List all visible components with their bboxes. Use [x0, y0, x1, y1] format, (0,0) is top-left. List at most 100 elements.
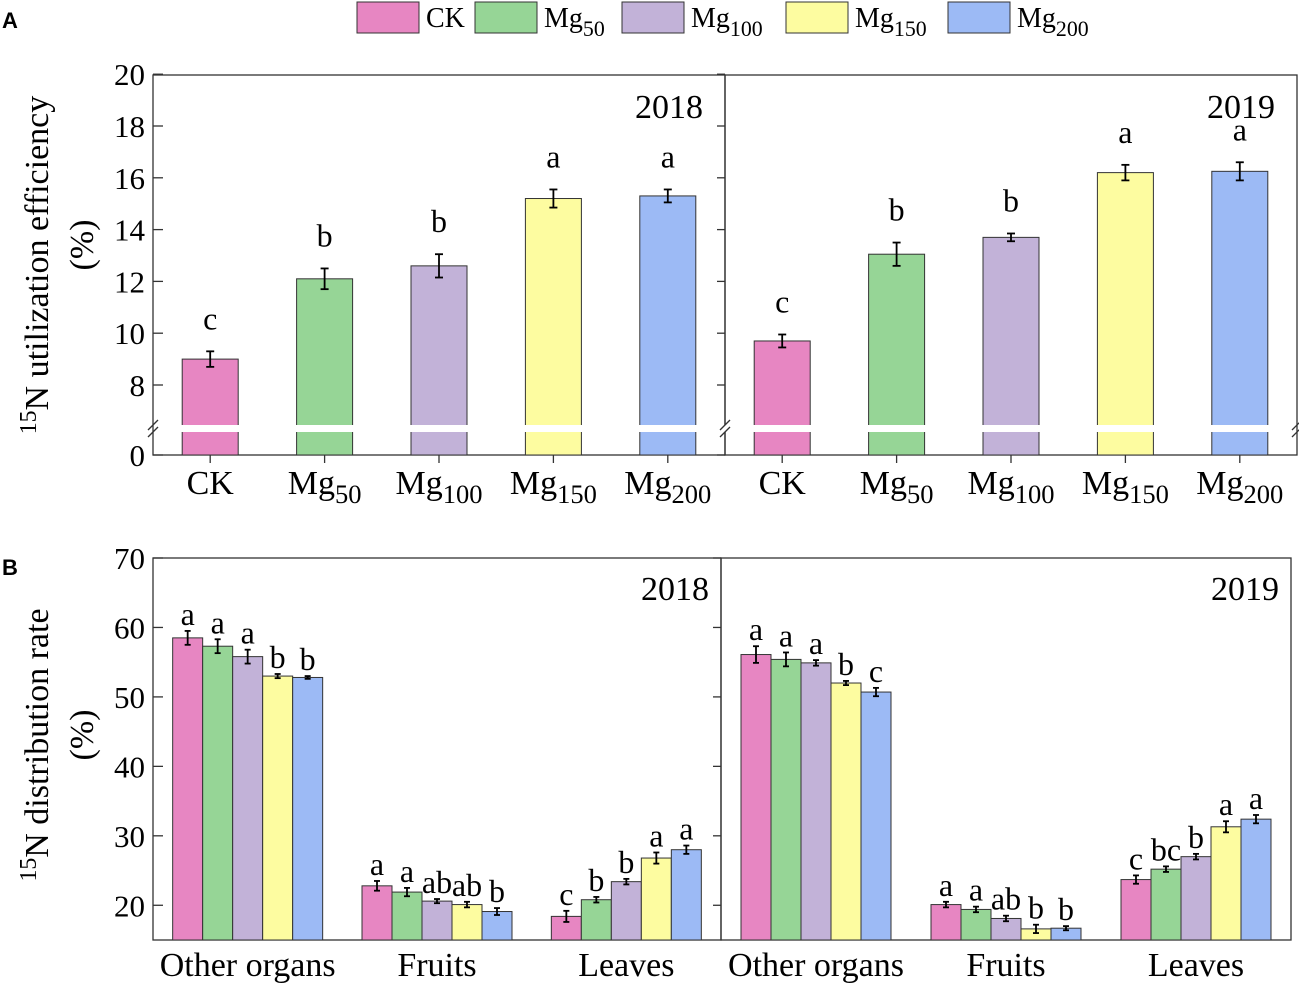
a-bar-2019-2 [868, 253, 926, 456]
panel-label-a: A [2, 8, 18, 33]
legend-swatch-3 [621, 1, 685, 34]
b-sig-letter-2019-g2-s4: b [1028, 890, 1044, 926]
b-sig-letter-2018-g2-s1: a [370, 846, 384, 882]
b-bar-2019-g2-s2 [960, 908, 992, 941]
b-sig-letter-2019-g1-s1: a [749, 611, 763, 647]
b-sig-letter-2019-g3-s4: a [1219, 786, 1233, 822]
a-x-label-2019-2: Mg50 [860, 465, 934, 509]
b-y-tick-label-50: 50 [114, 680, 145, 715]
a-bar-2019-4 [1096, 172, 1154, 456]
a-y-tick-label-14: 14 [114, 213, 146, 248]
b-bar-2019-g3-s1 [1120, 879, 1152, 941]
b-x-label-2019-2: Fruits [966, 947, 1045, 983]
a-bar-2019-1 [753, 340, 811, 456]
b-sig-letter-2018-g1-s2: a [211, 604, 225, 640]
b-y-tick-label-40: 40 [114, 749, 145, 784]
b-y-tick-label-30: 30 [114, 819, 145, 854]
b-sig-letter-2019-g2-s2: a [969, 872, 983, 908]
b-x-label-2019-3: Leaves [1148, 947, 1244, 983]
a-year-label-2018: 2018 [635, 89, 703, 126]
a-sig-letter-2019-1: c [775, 283, 789, 319]
b-bar-2018-g1-s3 [232, 656, 264, 941]
b-sig-letter-2018-g3-s4: a [649, 817, 663, 853]
a-x-label-2018-3: Mg100 [395, 465, 482, 509]
b-sig-letter-2018-g1-s3: a [241, 615, 255, 651]
b-sig-letter-2018-g1-s5: b [300, 641, 316, 677]
a-x-label-2018-2: Mg50 [288, 465, 362, 509]
b-sig-letter-2018-g2-s5: b [489, 873, 505, 909]
a-y-axis-label-unit: (%) [64, 220, 101, 271]
b-sig-letter-2019-g3-s2: bc [1151, 831, 1181, 867]
a-y-tick-label-16: 16 [114, 161, 145, 196]
panel-label-b: B [2, 555, 18, 580]
a-bar-2019-3 [982, 236, 1040, 456]
legend-label-5: Mg200 [1017, 3, 1089, 41]
b-bar-2019-g3-s3 [1180, 856, 1212, 941]
legend-label-4: Mg150 [855, 3, 927, 41]
b-sig-letter-2018-g1-s4: b [270, 639, 286, 675]
b-sig-letter-2019-g2-s3: ab [991, 881, 1021, 917]
a-y-tick-label-18: 18 [114, 109, 145, 144]
b-sig-letter-2018-g2-s2: a [400, 853, 414, 889]
b-bar-2019-g1-s2 [770, 658, 802, 941]
a-sig-letter-2018-3: b [431, 203, 447, 239]
b-sig-letter-2019-g1-s2: a [779, 617, 793, 653]
b-year-label-2019: 2019 [1211, 571, 1279, 608]
b-bar-2019-g3-s2 [1150, 868, 1182, 941]
b-sig-letter-2018-g3-s5: a [679, 811, 693, 847]
a-sig-letter-2018-1: c [203, 300, 217, 336]
a-y-axis-label: 15N utilization efficiency [16, 96, 56, 435]
b-bar-2018-g2-s3 [421, 900, 453, 941]
b-bar-2019-g1-s4 [830, 682, 862, 941]
b-bar-2018-g2-s5 [481, 911, 513, 941]
a-y-tick-label-8: 8 [130, 368, 146, 403]
b-y-tick-label-60: 60 [114, 610, 145, 645]
a-y-tick-label-10: 10 [114, 316, 145, 351]
a-break-mark-top-1 [147, 419, 159, 431]
a-break-mark-bot-2 [719, 426, 731, 438]
chart-a-utilization-efficiency: 0 8 10 12 14 16 18 20 15N utilization efficiency… [16, 57, 1299, 509]
b-sig-letter-2018-g3-s1: c [559, 876, 573, 912]
b-x-label-2018-3: Leaves [578, 947, 674, 983]
b-year-label-2018: 2018 [641, 571, 709, 608]
b-sig-letter-2019-g2-s5: b [1058, 891, 1074, 927]
a-bar-2019-5 [1211, 170, 1269, 456]
a-sig-letter-2018-2: b [317, 217, 333, 253]
b-bar-2019-g3-s4 [1210, 826, 1242, 941]
a-axis-break-band [154, 425, 1296, 432]
a-x-label-2018-1: CK [187, 465, 235, 502]
a-sig-letter-2019-3: b [1003, 182, 1019, 218]
legend-label-2: Mg50 [544, 3, 605, 41]
b-bar-2018-g3-s2 [580, 899, 612, 941]
a-x-label-2019-1: CK [759, 465, 807, 502]
b-sig-letter-2018-g2-s4: ab [452, 867, 482, 903]
b-bar-2018-g1-s1 [172, 637, 204, 941]
b-sig-letter-2018-g1-s1: a [181, 596, 195, 632]
a-break-mark-top-2 [719, 419, 731, 431]
b-sig-letter-2018-g3-s2: b [588, 862, 604, 898]
a-sig-letter-2019-4: a [1118, 114, 1132, 150]
legend-swatch-2 [474, 1, 538, 34]
b-sig-letter-2019-g1-s3: a [809, 625, 823, 661]
a-break-mark-bot-1 [147, 426, 159, 438]
a-bar-2018-5 [639, 195, 697, 456]
b-bar-2019-g1-s1 [740, 654, 772, 941]
a-x-label-2019-3: Mg100 [967, 465, 1054, 509]
a-bar-2018-4 [524, 198, 582, 456]
b-x-label-2018-1: Other organs [160, 947, 336, 983]
a-y-tick-label-12: 12 [114, 264, 145, 299]
b-sig-letter-2019-g1-s4: b [838, 646, 854, 682]
b-y-tick-label-20: 20 [114, 888, 145, 923]
a-x-label-2019-5: Mg200 [1196, 465, 1283, 509]
legend-swatch-1 [356, 1, 420, 34]
a-sig-letter-2018-5: a [661, 138, 675, 174]
b-bar-2018-g3-s3 [610, 881, 642, 941]
b-bar-2018-g1-s4 [262, 675, 294, 941]
b-bar-2019-g1-s3 [800, 662, 832, 941]
a-x-label-2019-4: Mg150 [1082, 465, 1169, 509]
a-sig-letter-2019-2: b [889, 192, 905, 228]
b-bar-2019-g3-s5 [1240, 818, 1272, 941]
b-y-axis-label: 15N distribution rate [16, 608, 56, 881]
b-sig-letter-2018-g3-s3: b [618, 844, 634, 880]
